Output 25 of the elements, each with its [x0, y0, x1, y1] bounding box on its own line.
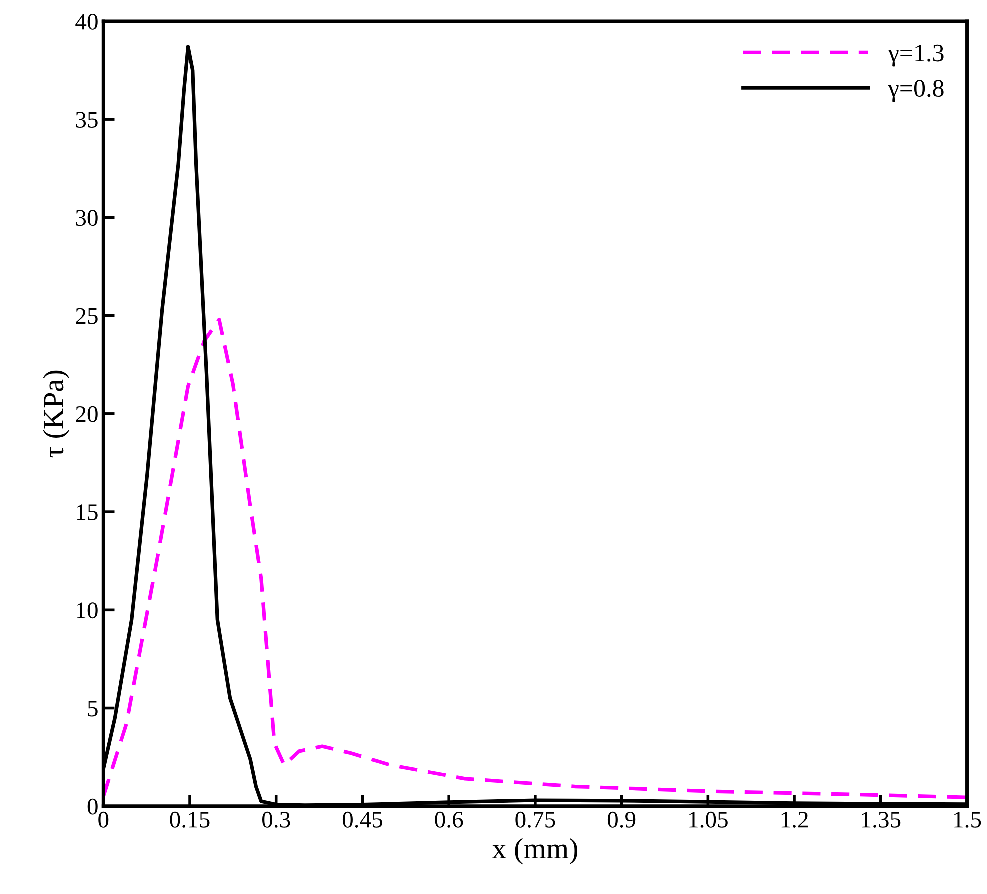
- line-series: [104, 318, 968, 800]
- x-tick-label: 0.3: [262, 812, 290, 828]
- legend-label: γ=0.8: [888, 80, 944, 102]
- x-tick-label: 0: [98, 812, 109, 828]
- x-tick-label: 0.45: [342, 812, 382, 828]
- legend-label: γ=1.3: [888, 44, 944, 67]
- y-tick-label: 0: [88, 798, 98, 815]
- y-tick-label: 5: [88, 701, 98, 717]
- x-tick-label: 0.9: [608, 812, 636, 828]
- x-tick-label: 1.5: [954, 812, 982, 828]
- x-axis-title: x (mm): [492, 838, 578, 865]
- y-tick-label: 20: [76, 406, 98, 422]
- x-tick-label: 0.75: [516, 812, 556, 828]
- x-tick-label: 1.2: [782, 812, 808, 828]
- y-tick-label: 40: [76, 14, 98, 30]
- x-tick-label: 0.6: [435, 812, 464, 828]
- y-tick-label: 10: [77, 602, 98, 619]
- y-tick-label: 30: [76, 210, 98, 226]
- x-tick-label: 1.05: [690, 812, 728, 828]
- x-tick-label: 0.15: [170, 812, 210, 828]
- y-tick-label: 25: [76, 308, 98, 324]
- y-axis-title: τ (KPa): [43, 370, 70, 458]
- y-tick-label: 35: [76, 112, 98, 128]
- x-tick-label: 1.35: [862, 812, 901, 828]
- y-tick-label: 15: [77, 504, 98, 520]
